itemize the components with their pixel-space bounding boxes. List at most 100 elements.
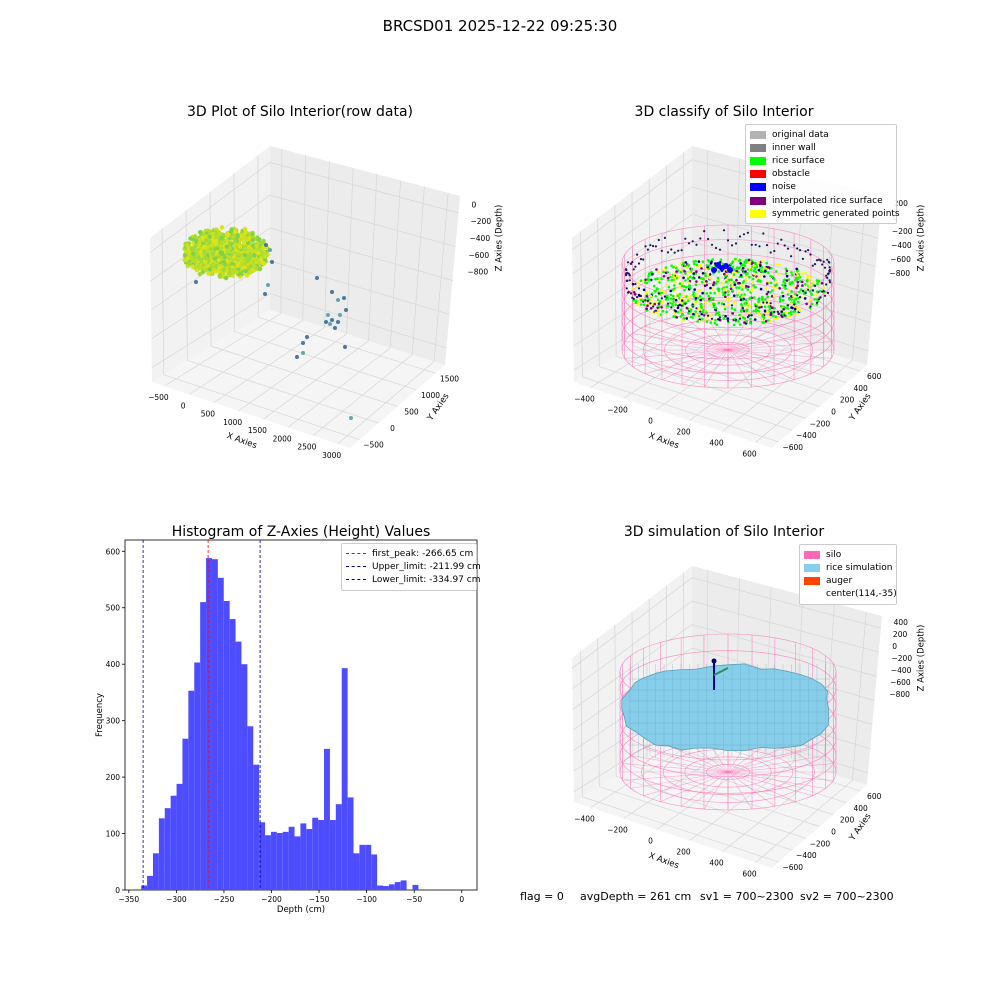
class-point (691, 316, 694, 319)
raw-point (326, 313, 330, 317)
class-point (736, 294, 739, 297)
class-point (701, 317, 704, 321)
class-point (672, 300, 675, 304)
silo-floor-ring (706, 342, 750, 358)
class-point (672, 266, 675, 269)
raw-point (270, 260, 274, 264)
class-point (745, 301, 748, 305)
class-point (660, 277, 663, 281)
class-point (767, 266, 770, 269)
wall-point (821, 290, 824, 293)
class-point (728, 296, 732, 300)
wall-point (625, 268, 628, 271)
histogram-bar (200, 602, 207, 890)
legend-inner-wall: inner wall (750, 141, 892, 154)
class-point (796, 274, 800, 278)
histogram-bar (147, 875, 153, 890)
class-point (722, 305, 726, 308)
class-point (711, 283, 715, 287)
class-point (727, 290, 730, 293)
x-tick-label: 200 (676, 428, 691, 437)
class-point (808, 284, 811, 287)
raw-point (234, 256, 240, 261)
wall-point (666, 251, 670, 254)
class-point (709, 303, 712, 307)
class-point (740, 304, 744, 307)
z-tick-label: −400 (470, 234, 491, 243)
x-tick-label: 3000 (322, 451, 341, 460)
class-point (674, 280, 677, 284)
class-point (687, 263, 690, 267)
class-point (649, 307, 653, 310)
class-point (709, 291, 712, 295)
class-point (774, 315, 777, 319)
raw-point (301, 351, 305, 355)
histogram-bar (253, 764, 260, 890)
noise-point (723, 263, 729, 269)
pane-floor (574, 730, 867, 868)
class-point (661, 300, 665, 304)
panel4-title: 3D simulation of Silo Interior (623, 524, 825, 540)
class-point (734, 302, 737, 305)
wall-point (663, 236, 667, 239)
histogram-bar (223, 600, 230, 890)
z-tick-label: 200 (894, 199, 909, 208)
histogram-bar (188, 690, 195, 890)
histogram-bar (276, 832, 283, 890)
histogram-bar (229, 619, 236, 890)
class-point (687, 281, 690, 284)
class-point (756, 276, 760, 280)
class-point (738, 295, 742, 299)
class-point (679, 262, 683, 265)
class-point (772, 285, 775, 289)
raw-point (190, 246, 196, 251)
wall-point (801, 289, 805, 293)
y-tick-label: −500 (363, 441, 384, 450)
class-point (702, 278, 705, 281)
silo-floor-spoke (727, 771, 796, 802)
grid-line (597, 218, 600, 367)
legend-lower-limit: Lower_limit: -334.97 cm (346, 573, 480, 586)
z-tick-label: −400 (891, 666, 912, 675)
class-point (796, 284, 800, 288)
class-point (701, 272, 705, 275)
class-point (688, 284, 691, 287)
wall-point (758, 245, 761, 248)
wall-point (629, 292, 633, 295)
class-point (660, 289, 664, 292)
wall-point (813, 263, 817, 266)
wall-point (811, 289, 814, 292)
class-point (756, 305, 759, 309)
raw-point (219, 245, 224, 251)
class-point (733, 294, 736, 298)
class-point (752, 269, 756, 273)
class-point (782, 308, 786, 311)
class-point (758, 274, 762, 277)
silo-floor-spoke (645, 326, 729, 351)
class-point (732, 323, 736, 327)
grid-line (572, 186, 693, 275)
class-point (634, 301, 638, 305)
wall-point (813, 284, 817, 287)
histogram-bar (288, 826, 295, 890)
silo-floor-spoke (632, 333, 729, 351)
class-point (729, 287, 733, 291)
class-point (676, 310, 680, 314)
class-point (748, 261, 751, 265)
y-tick-label: 200 (840, 816, 855, 825)
wall-point (699, 310, 702, 313)
wall-point (809, 305, 812, 308)
class-point (769, 313, 772, 316)
legend-line (346, 553, 366, 555)
wall-point (825, 274, 828, 277)
legend-swatch (750, 183, 766, 192)
class-point (681, 313, 684, 316)
class-point (678, 286, 681, 289)
class-point (781, 298, 785, 302)
class-point (733, 308, 737, 312)
class-point (677, 276, 681, 279)
wall-point (687, 310, 691, 313)
class-point (670, 264, 673, 268)
